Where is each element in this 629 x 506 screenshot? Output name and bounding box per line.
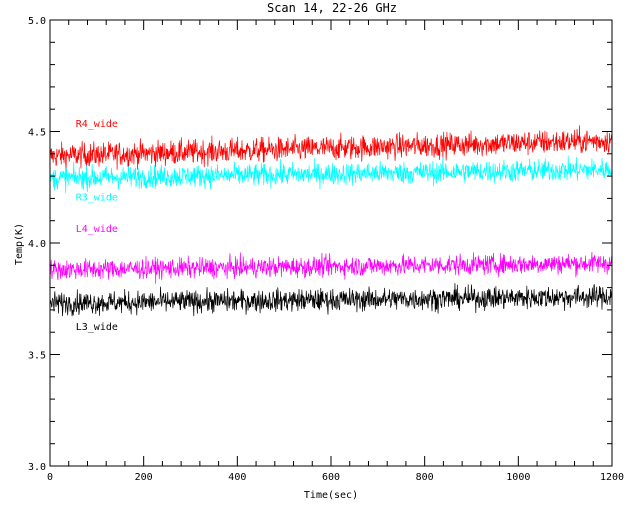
x-tick-label: 1200 bbox=[600, 472, 624, 483]
x-tick-label: 800 bbox=[416, 472, 434, 483]
series-line-R3_wide bbox=[49, 155, 613, 193]
x-tick-label: 200 bbox=[135, 472, 153, 483]
series-label-R3_wide: R3_wide bbox=[76, 193, 118, 204]
ticks-layer bbox=[49, 19, 613, 467]
x-axis-label: Time(sec) bbox=[304, 490, 358, 501]
y-tick-label: 4.5 bbox=[28, 128, 46, 139]
series-label-R4_wide: R4_wide bbox=[76, 119, 118, 130]
series-labels: R4_wide R3_wide L4_wide L3_wide bbox=[76, 119, 118, 333]
series-label-L3_wide: L3_wide bbox=[76, 322, 118, 333]
y-tick-label: 3.5 bbox=[28, 351, 46, 362]
series-label-L4_wide: L4_wide bbox=[76, 224, 118, 235]
y-tick-label: 3.0 bbox=[28, 462, 46, 473]
plot-frame bbox=[49, 19, 613, 467]
x-tick-label: 0 bbox=[47, 472, 53, 483]
x-tick-label: 1000 bbox=[506, 472, 530, 483]
y-tick-label: 4.0 bbox=[28, 239, 46, 250]
series-line-L4_wide bbox=[49, 251, 613, 284]
series-layer bbox=[49, 125, 613, 317]
tick-labels: 0 200 400 600 800 1000 1200 3.0 3.5 4.0 4.5 5.0 bbox=[28, 16, 624, 483]
series-line-L3_wide bbox=[49, 283, 613, 317]
x-tick-label: 400 bbox=[228, 472, 246, 483]
chart-title: Scan 14, 22-26 GHz bbox=[267, 1, 397, 15]
y-axis-label: Temp(K) bbox=[14, 223, 25, 265]
y-tick-label: 5.0 bbox=[28, 16, 46, 27]
series-line-R4_wide bbox=[49, 125, 613, 172]
x-tick-label: 600 bbox=[322, 472, 340, 483]
